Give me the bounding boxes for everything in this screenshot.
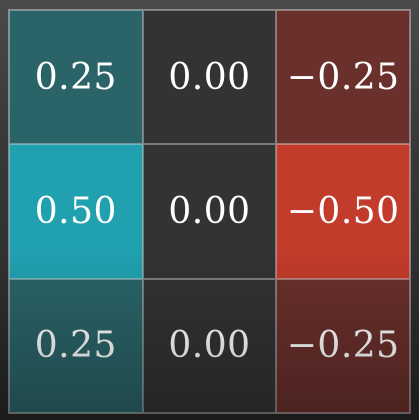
heatmap-cell-r2-c1: 0.50 [9, 144, 143, 278]
heatmap-cell-r3-c3: −0.25 [276, 279, 410, 413]
heatmap-cell-r1-c3: −0.25 [276, 10, 410, 144]
heatmap-grid: 0.25 0.00 −0.25 0.50 0.00 −0.50 0.25 0.00 −0.25 [8, 9, 411, 414]
heatmap-cell-r1-c2: 0.00 [143, 10, 277, 144]
heatmap-cell-r1-c1: 0.25 [9, 10, 143, 144]
heatmap-cell-r3-c1: 0.25 [9, 279, 143, 413]
heatmap-cell-r2-c3: −0.50 [276, 144, 410, 278]
heatmap-cell-r3-c2: 0.00 [143, 279, 277, 413]
heatmap-cell-r2-c2: 0.00 [143, 144, 277, 278]
